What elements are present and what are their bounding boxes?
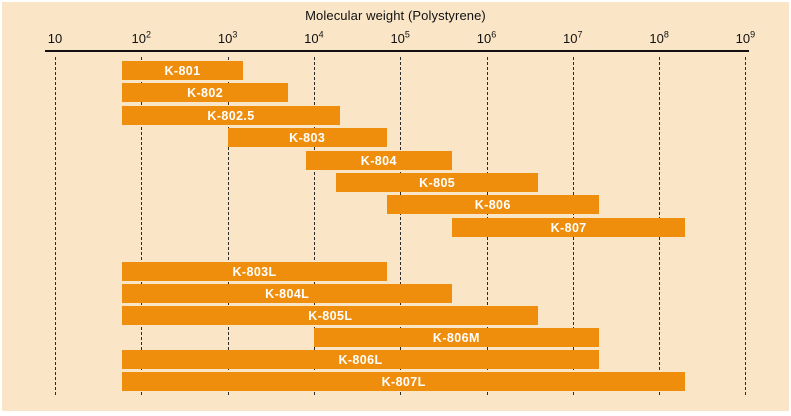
tick-mantissa: 10 [563, 31, 578, 46]
tick-mantissa: 10 [47, 31, 63, 46]
range-bar-k-805l: K-805L [122, 306, 539, 325]
tick-exponent: 9 [750, 29, 756, 40]
bar-label: K-802 [187, 86, 224, 101]
x-tick-label: 107 [563, 29, 583, 48]
tick-exponent: 2 [146, 29, 152, 40]
bar-label: K-805 [419, 176, 456, 190]
tick-exponent: 5 [404, 29, 410, 40]
bar-label: K-806 [474, 198, 511, 213]
x-tick-label: 103 [217, 29, 238, 48]
range-bar-k-803: K-803 [227, 128, 387, 148]
gridline-decade-4 [313, 57, 315, 395]
gridline-decade-5 [400, 57, 402, 395]
range-bar-k-807l: K-807L [122, 372, 686, 391]
bar-label: K-804L [265, 287, 310, 301]
bar-label: K-802.5 [207, 108, 255, 123]
tick-mantissa: 10 [131, 31, 147, 46]
chart-title: Molecular weight (Polystyrene) [305, 8, 486, 23]
gridline-decade-3 [227, 57, 229, 395]
tick-mantissa: 10 [390, 31, 405, 46]
gridline-decade-1 [55, 57, 56, 395]
gridline-decade-2 [141, 57, 143, 395]
x-tick-label: 104 [304, 29, 324, 48]
tick-mantissa: 10 [304, 31, 319, 46]
x-tick-label: 108 [649, 29, 669, 48]
tick-mantissa: 10 [476, 31, 492, 46]
range-bar-k-801: K-801 [122, 61, 243, 80]
bar-label: K-801 [164, 64, 201, 78]
range-bar-k-802.5: K-802.5 [122, 105, 340, 125]
bar-label: K-806M [432, 331, 480, 345]
range-bar-k-804l: K-804L [122, 284, 453, 303]
x-tick-label: 10 [48, 31, 62, 48]
range-bar-k-802: K-802 [122, 83, 288, 103]
range-bar-k-806m: K-806M [313, 328, 599, 347]
bar-label: K-803L [232, 265, 277, 279]
tick-exponent: 3 [232, 29, 238, 40]
tick-exponent: 6 [491, 29, 497, 40]
x-tick-label: 102 [131, 29, 152, 48]
x-tick-label: 106 [476, 29, 497, 48]
range-bar-k-806: K-806 [386, 195, 599, 215]
range-bar-k-806l: K-806L [122, 350, 599, 369]
x-axis-line [45, 50, 749, 52]
tick-exponent: 8 [663, 29, 669, 40]
tick-mantissa: 10 [649, 31, 664, 46]
x-tick-label: 109 [735, 29, 756, 48]
bar-label: K-806L [338, 353, 383, 367]
x-tick-label: 105 [390, 29, 410, 48]
tick-exponent: 4 [318, 29, 324, 40]
tick-mantissa: 10 [217, 31, 233, 46]
range-bar-k-805: K-805 [335, 173, 539, 192]
range-bar-k-807: K-807 [452, 217, 686, 237]
range-bar-k-803l: K-803L [122, 262, 387, 281]
bar-label: K-804 [360, 153, 397, 168]
tick-mantissa: 10 [735, 31, 751, 46]
bar-label: K-807L [381, 375, 426, 389]
tick-exponent: 7 [577, 29, 583, 40]
bar-label: K-805L [308, 309, 353, 323]
bar-label: K-807 [550, 220, 587, 235]
range-bar-k-804: K-804 [305, 150, 453, 170]
bar-label: K-803 [289, 131, 326, 146]
gridline-decade-9 [745, 57, 747, 395]
